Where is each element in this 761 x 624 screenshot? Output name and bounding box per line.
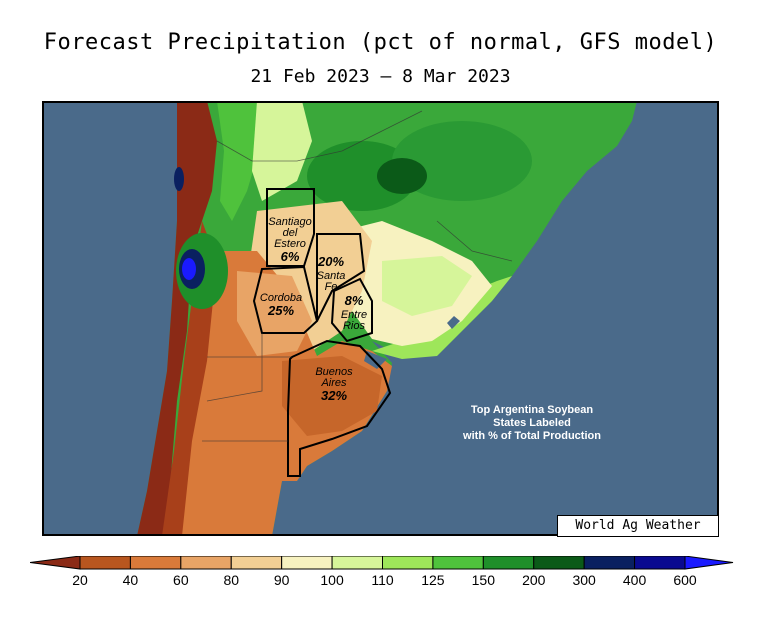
legend-swatch <box>533 556 585 570</box>
state-name-line: Estero <box>274 238 306 250</box>
state-name-line: Cordoba <box>260 292 302 304</box>
legend-tick-label: 600 <box>673 572 697 588</box>
dry-zone <box>162 251 392 536</box>
legend-tick-label: 20 <box>72 572 88 588</box>
map-annotation: Top Argentina Soybean States Labeled wit… <box>462 404 601 442</box>
legend-tick-label: 400 <box>623 572 647 588</box>
legend-tick-label: 90 <box>274 572 290 588</box>
state-pct: 32% <box>321 388 347 403</box>
annotation-line: States Labeled <box>493 417 571 429</box>
state-borders <box>252 188 392 477</box>
state-pct: 8% <box>345 293 364 308</box>
very-dry-zone <box>137 101 217 536</box>
state-label-buenos-aires: Buenos Aires 32% <box>315 366 353 403</box>
state-pct: 20% <box>317 254 344 269</box>
chart-subtitle: 21 Feb 2023 — 8 Mar 2023 <box>250 66 511 87</box>
legend-swatch <box>281 556 333 570</box>
legend-tick-label: 150 <box>472 572 496 588</box>
state-name-line: del <box>283 227 298 239</box>
state-name-line: Fe <box>325 281 338 293</box>
legend-swatch-min <box>30 556 81 570</box>
border-santa-fe <box>316 233 366 322</box>
legend-tick-label: 300 <box>572 572 596 588</box>
state-pct: 25% <box>267 303 294 318</box>
legend-tick-label: 125 <box>421 572 445 588</box>
legend-ticks: 20 40 60 80 90 100 110 125 150 200 300 400 600 <box>72 572 697 588</box>
map-frame <box>42 101 719 536</box>
legend-tick-label: 100 <box>320 572 344 588</box>
state-label-entre-rios: 8% Entre Rios <box>341 293 367 332</box>
heavy-rain-zone <box>307 141 417 211</box>
legend-swatch <box>432 556 484 570</box>
color-legend: 20 40 60 80 90 100 110 125 150 200 300 400 600 <box>30 556 734 588</box>
legend-swatch <box>79 556 131 570</box>
precipitation-map: Santiago del Estero 6% 20% Santa Fe Cord… <box>42 101 719 536</box>
legend-swatch <box>382 556 434 570</box>
border-buenos-aires <box>287 339 392 477</box>
legend-swatch <box>634 556 686 570</box>
legend-swatches <box>30 556 734 570</box>
legend-tick-label: 200 <box>522 572 546 588</box>
state-name-line: Rios <box>343 320 366 332</box>
state-name-line: Buenos <box>315 366 353 378</box>
state-name-line: Aires <box>320 377 347 389</box>
legend-swatch <box>583 556 636 570</box>
legend-swatch <box>482 556 535 570</box>
border-santiago-del-estero <box>266 188 315 267</box>
legend-swatch <box>331 556 384 570</box>
legend-swatch <box>129 556 182 570</box>
credit-label: World Ag Weather <box>557 515 719 537</box>
state-name-line: Entre <box>341 309 367 321</box>
state-label-cordoba: Cordoba 25% <box>260 292 302 318</box>
border-entre-rios <box>330 277 373 343</box>
border-cordoba <box>252 265 319 334</box>
chart-title: Forecast Precipitation (pct of normal, G… <box>43 30 718 55</box>
legend-tick-label: 40 <box>123 572 139 588</box>
state-label-santa-fe: 20% Santa Fe <box>317 254 346 293</box>
legend-tick-label: 80 <box>223 572 239 588</box>
legend-swatch-max <box>684 556 734 570</box>
state-label-santiago-del-estero: Santiago del Estero 6% <box>268 216 311 264</box>
legend-swatch <box>180 556 232 570</box>
legend-tick-label: 60 <box>173 572 189 588</box>
legend-swatch <box>230 556 283 570</box>
state-name-line: Santiago <box>268 216 311 228</box>
state-pct: 6% <box>281 249 300 264</box>
annotation-line: Top Argentina Soybean <box>471 404 594 416</box>
state-name-line: Santa <box>317 270 346 282</box>
legend-tick-label: 110 <box>371 572 394 588</box>
annotation-line: with % of Total Production <box>462 430 601 442</box>
